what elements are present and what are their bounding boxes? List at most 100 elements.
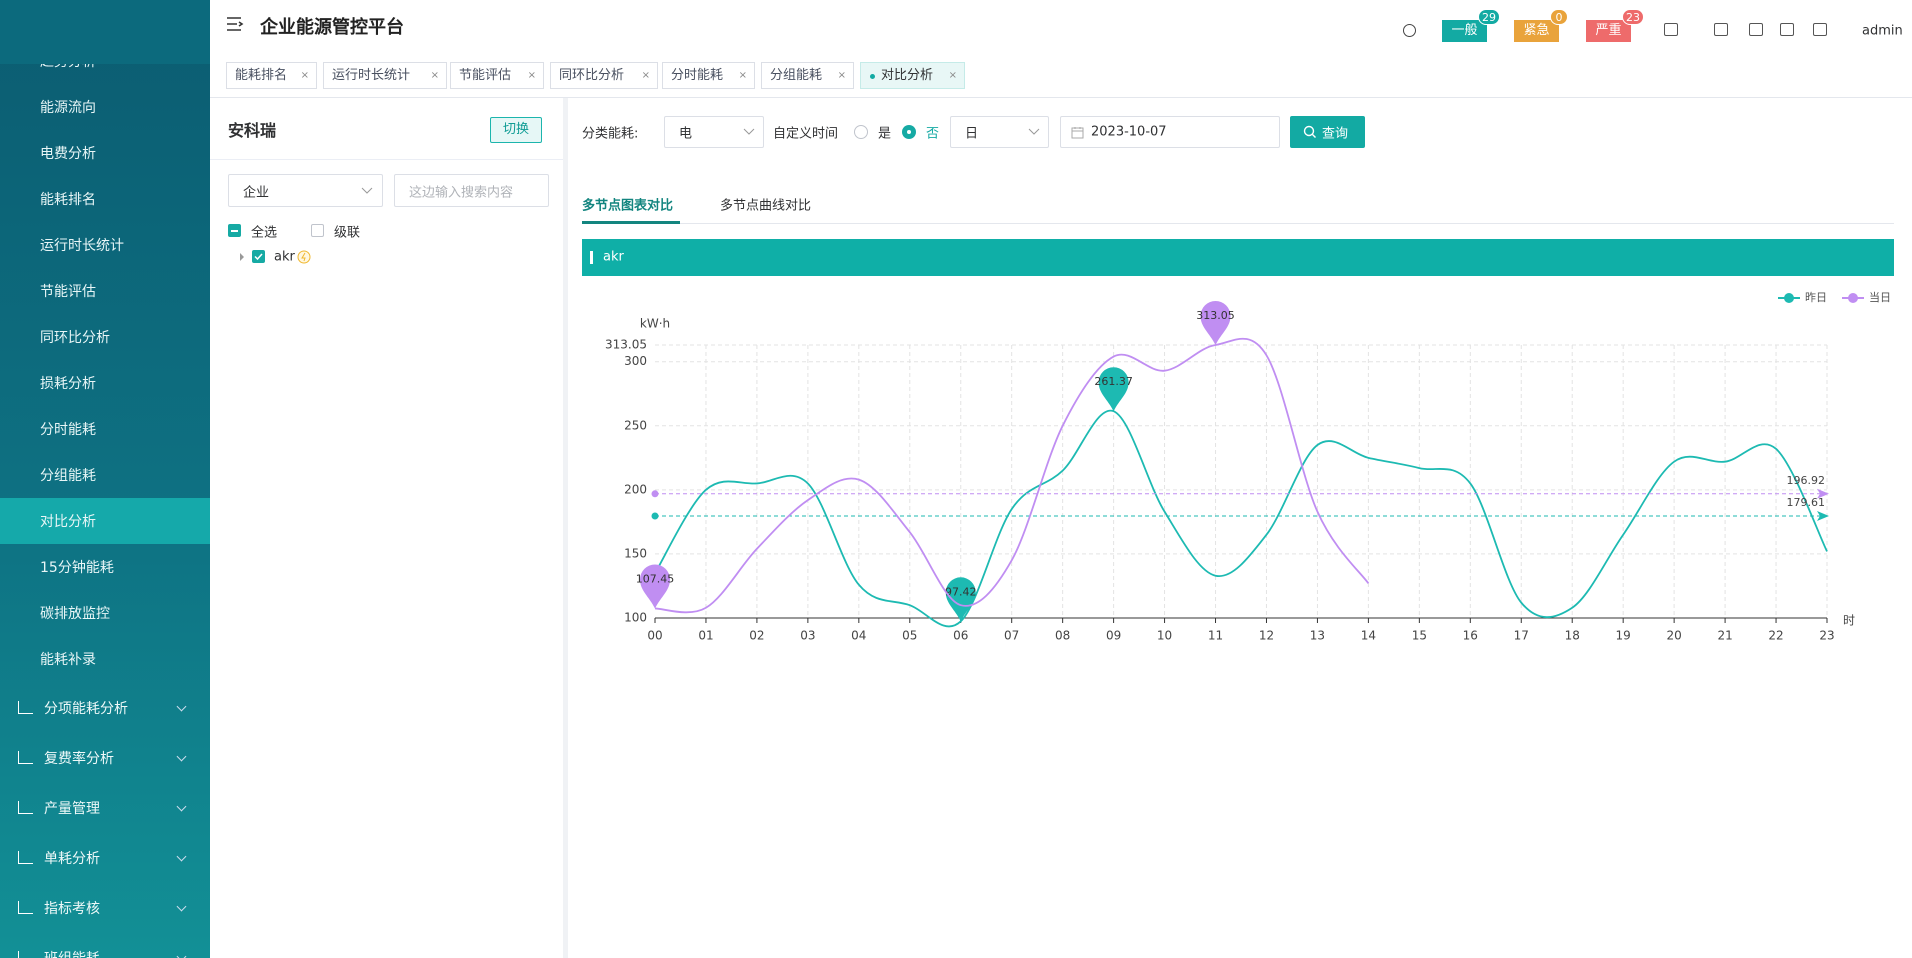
x-tick-label: 04 [851, 629, 866, 643]
x-tick-label: 23 [1819, 629, 1834, 643]
x-tick-label: 01 [698, 629, 713, 643]
date-value: 2023-10-07 [1091, 124, 1167, 140]
toolbar-icon[interactable] [1813, 23, 1827, 36]
x-tick-label: 16 [1463, 629, 1478, 643]
menu-item[interactable]: 损耗分析 [40, 376, 96, 392]
date-input[interactable]: 2023-10-07 [1060, 116, 1280, 148]
x-tick-label: 22 [1768, 629, 1783, 643]
toolbar-icon[interactable] [1714, 23, 1728, 36]
period-select[interactable]: 日 [950, 116, 1049, 148]
tree-arrow[interactable] [238, 252, 246, 262]
label: 分类能耗: [582, 126, 639, 142]
toolbar-icon[interactable] [1749, 23, 1763, 36]
tab[interactable]: 运行时长统计 × [323, 62, 447, 89]
x-tick-label: 17 [1514, 629, 1529, 643]
menu-item[interactable]: 节能评估 [40, 284, 96, 300]
pin [1200, 301, 1231, 345]
menu-group[interactable]: 产量管理 [44, 801, 100, 817]
y-tick-label: 250 [624, 418, 647, 432]
chevron [1028, 128, 1040, 135]
tab[interactable]: 能耗排名 × [226, 62, 317, 89]
accent [590, 251, 593, 264]
menu-group[interactable]: 班组能耗 [44, 948, 100, 958]
search-icon [1303, 125, 1316, 138]
checkbox[interactable] [228, 224, 241, 237]
x-tick-label: 06 [953, 629, 968, 643]
toolbar-icon[interactable] [1780, 23, 1794, 36]
menu-item[interactable]: 电费分析 [40, 146, 96, 162]
menu-icon [18, 901, 33, 914]
category-select[interactable]: 电 [664, 116, 764, 148]
menu-group[interactable]: 复费率分析 [44, 751, 114, 767]
menu-item[interactable]: 对比分析 [40, 514, 96, 530]
tab-close[interactable]: × [641, 70, 650, 81]
menu-item[interactable]: 分时能耗 [40, 422, 96, 438]
tab[interactable]: 分时能耗 × [662, 62, 755, 89]
menu-item[interactable]: 同环比分析 [40, 330, 110, 346]
switch-button[interactable]: 切换 [490, 117, 542, 143]
x-tick-label: 07 [1004, 629, 1019, 643]
scope-value: 企业 [243, 185, 270, 201]
tab-label: 对比分析 [881, 68, 934, 83]
mark-point: 107.45 [636, 564, 674, 609]
tab-close[interactable]: × [300, 70, 309, 81]
menu-item[interactable]: 15分钟能耗 [40, 560, 114, 576]
query-button[interactable]: 查询 [1290, 116, 1365, 148]
x-tick-label: 15 [1412, 629, 1427, 643]
x-tick-label: 12 [1259, 629, 1274, 643]
menu-item[interactable]: 能源流向 [40, 100, 96, 116]
tree-node[interactable]: akr [274, 249, 295, 265]
tab-close[interactable]: × [948, 70, 957, 81]
user-name[interactable]: admin [1862, 23, 1903, 39]
tab-close[interactable]: × [738, 70, 747, 81]
radio[interactable] [854, 125, 868, 139]
tab-close[interactable]: × [837, 70, 846, 81]
average-label: 179.61 [1787, 496, 1826, 509]
mark-point: 313.05 [1196, 301, 1235, 345]
x-tick-label: 08 [1055, 629, 1070, 643]
alert-count: 0 [1550, 9, 1568, 25]
pin-label: 261.37 [1094, 375, 1133, 388]
search-input[interactable]: 这边输入搜索内容 [394, 174, 549, 207]
divider [210, 159, 563, 160]
tab-label: 能耗排名 [235, 68, 288, 83]
scope-select[interactable]: 企业 [228, 174, 383, 207]
tab[interactable]: 同环比分析 × [550, 62, 658, 89]
label: 级联 [334, 225, 361, 241]
tab[interactable]: 分组能耗 × [761, 62, 854, 89]
x-tick-label: 21 [1717, 629, 1732, 643]
tab[interactable]: 节能评估 × [450, 62, 544, 89]
legend-marker [1848, 293, 1858, 303]
search-icon[interactable] [1403, 24, 1416, 37]
tab-close[interactable]: × [527, 70, 536, 81]
average-start [651, 512, 659, 520]
view-tab[interactable]: 多节点曲线对比 [720, 198, 812, 214]
placeholder: 这边输入搜索内容 [409, 185, 514, 201]
menu-item[interactable]: 运行时长统计 [40, 238, 124, 254]
average-start [651, 490, 659, 498]
menu-group[interactable]: 单耗分析 [44, 851, 100, 867]
menu-item[interactable]: 能耗排名 [40, 192, 96, 208]
menu-item[interactable]: 能耗补录 [40, 652, 96, 668]
x-tick-label: 13 [1310, 629, 1325, 643]
menu-group[interactable]: 分项能耗分析 [44, 701, 128, 717]
tab[interactable]: 对比分析 × [860, 62, 965, 89]
alert-badge[interactable]: 紧急 [1514, 20, 1559, 42]
menu-group[interactable]: 指标考核 [44, 901, 100, 917]
menu-item[interactable]: 碳排放监控 [40, 606, 110, 622]
average-arrow [1817, 510, 1829, 521]
checkbox[interactable] [311, 224, 324, 237]
checkbox[interactable] [252, 250, 265, 263]
radio[interactable] [902, 125, 916, 139]
toolbar-icon[interactable] [1664, 23, 1678, 36]
view-tab[interactable]: 多节点图表对比 [582, 198, 674, 214]
button-label: 查询 [1322, 126, 1349, 142]
tab-close[interactable]: × [430, 70, 439, 81]
menu-item[interactable]: 分组能耗 [40, 468, 96, 484]
alert-badge[interactable]: 严重 [1586, 20, 1631, 42]
label: 自定义时间 [773, 126, 839, 142]
alert-badge[interactable]: 一般 [1442, 20, 1487, 42]
legend-label: 当日 [1869, 290, 1891, 304]
menu-icon[interactable] [226, 16, 244, 32]
